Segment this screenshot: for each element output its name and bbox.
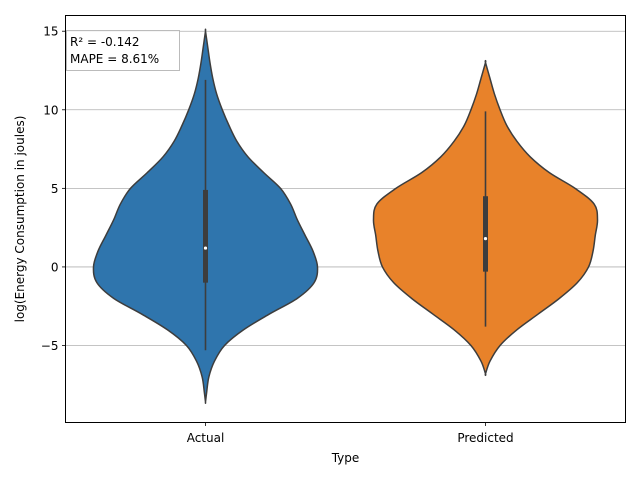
y-axis-label: log(Energy Consumption in joules) [13, 116, 27, 323]
plot-frame [65, 15, 626, 423]
y-axis-ticks: −5 0 5 10 15 [41, 25, 66, 353]
y-tick-label: 0 [51, 260, 59, 274]
x-tick-label: Actual [187, 431, 225, 445]
iqr-box-actual [203, 189, 208, 283]
y-tick-label: 15 [43, 25, 58, 39]
metrics-annotation: R² = -0.142 MAPE = 8.61% [66, 30, 180, 71]
x-tick-label: Predicted [457, 431, 513, 445]
x-axis-ticks: Actual Predicted [187, 422, 514, 445]
x-axis-label: Type [331, 451, 360, 465]
annotation-mape: MAPE = 8.61% [70, 52, 159, 66]
y-tick-label: 10 [43, 103, 58, 117]
violins [92, 28, 599, 404]
median-point-predicted [483, 237, 488, 241]
iqr-box-predicted [483, 196, 488, 272]
y-tick-label: −5 [41, 339, 59, 353]
annotation-box [66, 30, 180, 71]
annotation-r2: R² = -0.142 [70, 35, 140, 49]
y-tick-label: 5 [51, 182, 59, 196]
median-point-actual [203, 246, 208, 250]
